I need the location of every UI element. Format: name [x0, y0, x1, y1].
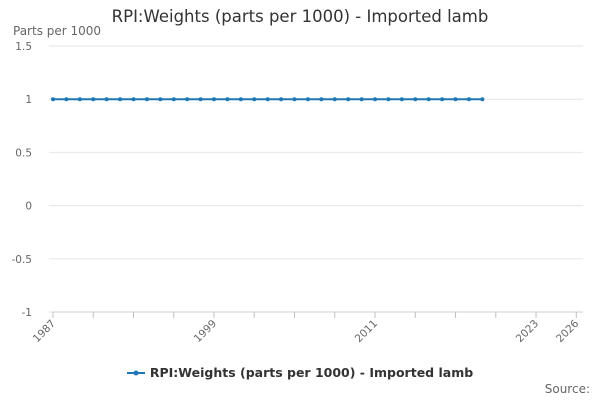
data-point[interactable] — [238, 97, 243, 102]
y-tick-label: -0.5 — [12, 254, 33, 266]
data-point[interactable] — [171, 97, 176, 102]
data-point[interactable] — [413, 97, 418, 102]
data-point[interactable] — [144, 97, 149, 102]
chart-title: RPI:Weights (parts per 1000) - Imported … — [111, 7, 489, 26]
data-point[interactable] — [359, 97, 364, 102]
data-point[interactable] — [466, 97, 471, 102]
data-point[interactable] — [373, 97, 378, 102]
data-point[interactable] — [198, 97, 203, 102]
data-point[interactable] — [77, 97, 82, 102]
data-point[interactable] — [386, 97, 391, 102]
x-tick-label: 2011 — [353, 318, 380, 345]
data-point[interactable] — [64, 97, 69, 102]
source-label: Source: — [544, 382, 590, 396]
data-point[interactable] — [104, 97, 109, 102]
data-point[interactable] — [212, 97, 217, 102]
x-axis — [52, 311, 583, 318]
data-point[interactable] — [265, 97, 270, 102]
data-point[interactable] — [453, 97, 458, 102]
data-point[interactable] — [305, 97, 310, 102]
y-tick-label: 0 — [25, 201, 32, 213]
data-point[interactable] — [480, 97, 485, 102]
data-point[interactable] — [91, 97, 96, 102]
legend-label: RPI:Weights (parts per 1000) - Imported … — [149, 365, 474, 380]
data-point[interactable] — [346, 97, 351, 102]
data-point[interactable] — [426, 97, 431, 102]
data-point[interactable] — [279, 97, 284, 102]
x-tick-label: 1987 — [31, 318, 58, 345]
y-tick-label: 1.5 — [15, 41, 32, 53]
x-axis-ticks: 1987 1999 2011 2023 2026 — [31, 317, 582, 345]
data-point[interactable] — [185, 97, 190, 102]
y-tick-label: 0.5 — [15, 147, 32, 159]
series-imported-lamb — [51, 97, 485, 102]
legend[interactable]: RPI:Weights (parts per 1000) - Imported … — [0, 365, 600, 380]
gridlines — [49, 45, 583, 313]
y-tick-label: 1 — [25, 94, 32, 106]
data-point[interactable] — [440, 97, 445, 102]
data-point[interactable] — [131, 97, 136, 102]
x-tick-label: 2026 — [554, 317, 582, 345]
data-point[interactable] — [332, 97, 337, 102]
y-axis-unit-label: Parts per 1000 — [13, 24, 102, 38]
data-point[interactable] — [319, 97, 324, 102]
x-tick-label: 2023 — [514, 318, 541, 345]
data-point[interactable] — [252, 97, 257, 102]
data-point[interactable] — [225, 97, 230, 102]
data-point[interactable] — [158, 97, 163, 102]
data-point[interactable] — [118, 97, 123, 102]
data-point[interactable] — [51, 97, 55, 102]
legend-swatch — [126, 370, 145, 375]
x-tick-label: 1999 — [192, 318, 219, 345]
data-point[interactable] — [399, 97, 404, 102]
y-tick-label: -1 — [22, 307, 32, 319]
data-point[interactable] — [292, 97, 297, 102]
y-axis-ticks: -1 -0.5 0 0.5 1 1.5 — [12, 41, 33, 319]
